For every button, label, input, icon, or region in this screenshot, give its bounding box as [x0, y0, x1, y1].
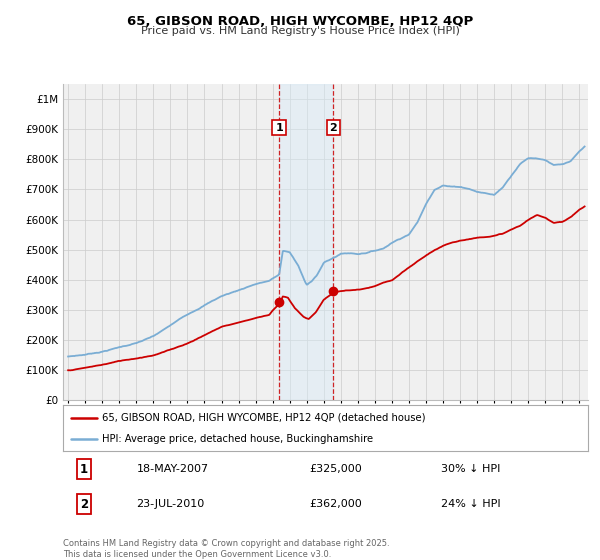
Text: 2: 2: [80, 498, 88, 511]
Text: £325,000: £325,000: [310, 464, 362, 474]
Text: 30% ↓ HPI: 30% ↓ HPI: [441, 464, 500, 474]
Text: £362,000: £362,000: [310, 499, 362, 509]
Text: 2: 2: [329, 123, 337, 133]
Text: 24% ↓ HPI: 24% ↓ HPI: [441, 499, 500, 509]
Text: 18-MAY-2007: 18-MAY-2007: [137, 464, 209, 474]
Text: Price paid vs. HM Land Registry's House Price Index (HPI): Price paid vs. HM Land Registry's House …: [140, 26, 460, 36]
Text: 65, GIBSON ROAD, HIGH WYCOMBE, HP12 4QP: 65, GIBSON ROAD, HIGH WYCOMBE, HP12 4QP: [127, 15, 473, 28]
Bar: [279, 84, 333, 400]
Text: 1: 1: [275, 123, 283, 133]
Text: 65, GIBSON ROAD, HIGH WYCOMBE, HP12 4QP (detached house): 65, GIBSON ROAD, HIGH WYCOMBE, HP12 4QP …: [103, 413, 426, 423]
Text: 1: 1: [80, 463, 88, 475]
Text: HPI: Average price, detached house, Buckinghamshire: HPI: Average price, detached house, Buck…: [103, 435, 373, 444]
Text: 23-JUL-2010: 23-JUL-2010: [137, 499, 205, 509]
Text: Contains HM Land Registry data © Crown copyright and database right 2025.
This d: Contains HM Land Registry data © Crown c…: [63, 539, 389, 559]
